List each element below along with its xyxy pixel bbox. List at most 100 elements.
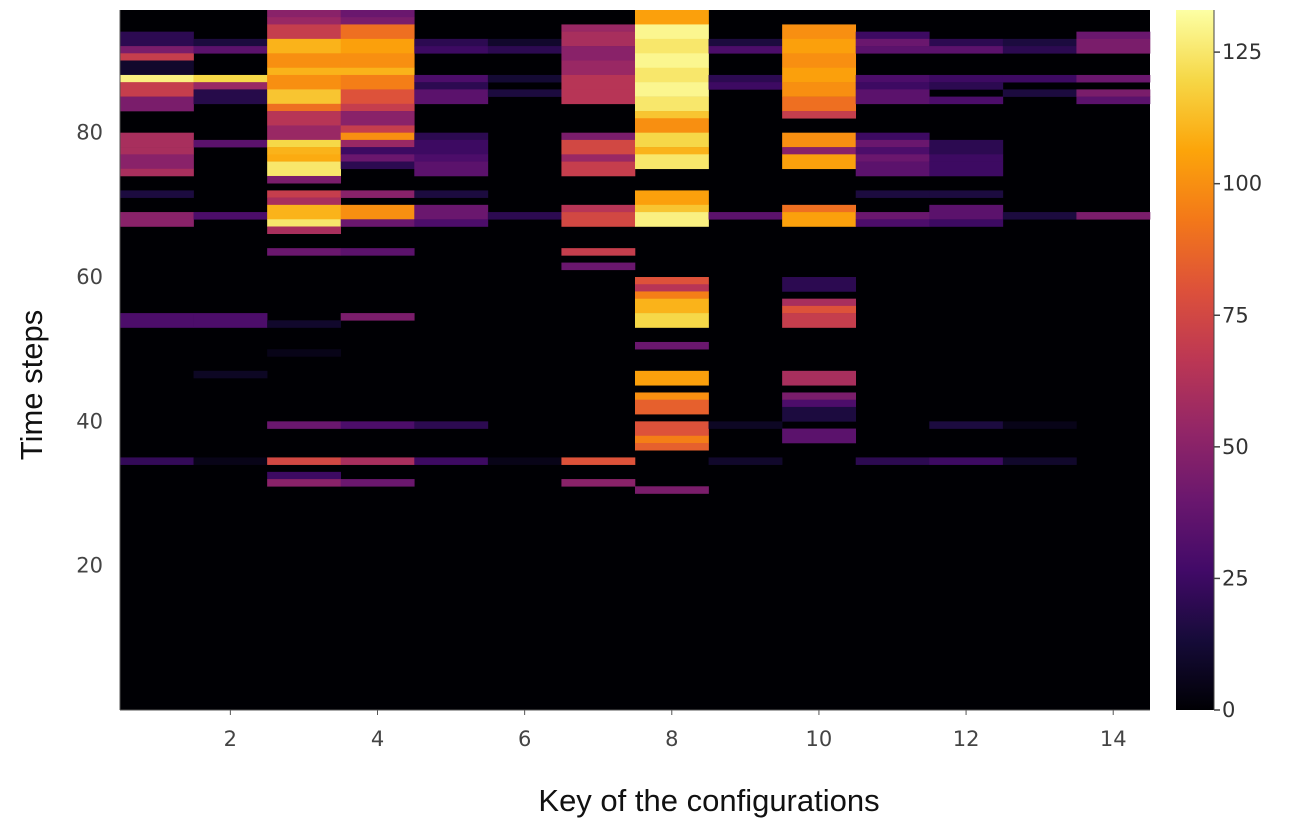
heatmap-cell-5-1: [414, 46, 489, 54]
heatmap-cell-10-13: [782, 298, 857, 307]
heatmap-cell-1-12: [120, 212, 194, 227]
heatmap-cell-10-2: [782, 53, 857, 69]
heatmap-cell-13-6: [1002, 457, 1077, 465]
heatmap-cell-10-11: [782, 212, 857, 227]
heatmap-cell-9-4: [708, 212, 783, 220]
heatmap-cell-3-26: [267, 471, 342, 480]
heatmap-cell-4-22: [340, 457, 415, 465]
heatmap-cell-11-3: [855, 74, 930, 83]
heatmap-cell-10-16: [782, 370, 857, 386]
heatmap-cell-2-3: [193, 82, 268, 90]
colorbar-tick-label-75: 75: [1222, 303, 1249, 327]
heatmap-cell-8-7: [635, 111, 709, 119]
colorbar-axis: 0 25 50 75 100 125: [1213, 10, 1262, 722]
heatmap-cell-2-8: [193, 370, 268, 379]
heatmap-cell-10-8: [782, 147, 857, 155]
heatmap-cell-1-13: [120, 313, 194, 328]
heatmap-cell-9-6: [708, 457, 783, 465]
heatmap-cell-5-3: [414, 82, 489, 90]
heatmap-cell-12-3: [929, 82, 1004, 90]
heatmap-cell-3-11: [267, 139, 342, 148]
heatmap-cell-4-5: [340, 67, 415, 76]
heatmap-cell-12-7: [929, 161, 1004, 177]
heatmap-cell-3-19: [267, 219, 342, 227]
x-tick-label-4: 4: [371, 727, 384, 751]
heatmap-cell-4-18: [340, 219, 415, 227]
heatmap-cell-8-23: [635, 399, 709, 415]
heatmap-cell-5-4: [414, 89, 489, 105]
heatmap-cell-11-8: [855, 147, 930, 155]
heatmap-cell-13-3: [1002, 89, 1077, 97]
heatmap-cell-7-9: [561, 161, 636, 177]
heatmap-cell-10-19: [782, 406, 857, 422]
heatmap-cell-10-5: [782, 96, 857, 112]
x-tick-label-2: 2: [224, 727, 237, 751]
heatmap-cell-8-11: [635, 154, 709, 170]
heatmap-cell-1-11: [120, 190, 194, 198]
heatmap-cell-3-18: [267, 204, 342, 220]
heatmap-cell-4-10: [340, 125, 415, 133]
heatmap-cell-7-1: [561, 31, 636, 47]
heatmap-cell-5-13: [414, 457, 489, 465]
heatmap-cell-3-20: [267, 226, 342, 235]
heatmap-cell-13-2: [1002, 74, 1077, 83]
heatmap-cell-12-2: [929, 74, 1004, 83]
heatmap-cell-3-8: [267, 103, 342, 112]
heatmap-cell-2-0: [193, 38, 268, 47]
heatmap-cell-5-5: [414, 132, 489, 141]
heatmap-cell-8-22: [635, 392, 709, 400]
heatmap-cell-12-0: [929, 38, 1004, 47]
heatmap-cell-10-1: [782, 38, 857, 54]
x-tick-label-10: 10: [806, 727, 833, 751]
heatmap-cell-3-17: [267, 197, 342, 206]
heatmap-cell-10-10: [782, 204, 857, 213]
heatmap-cells: [120, 10, 1151, 494]
heatmap-cell-8-16: [635, 284, 709, 292]
heatmap-cell-8-2: [635, 38, 709, 54]
heatmap-cell-4-14: [340, 154, 415, 162]
heatmap-cell-7-0: [561, 24, 636, 32]
heatmap-cell-2-4: [193, 89, 268, 105]
heatmap-cell-1-10: [120, 168, 194, 177]
heatmap-cell-1-9: [120, 154, 194, 170]
heatmap-cell-5-12: [414, 421, 489, 429]
heatmap-cell-12-1: [929, 46, 1004, 54]
heatmap-cell-2-1: [193, 46, 268, 54]
heatmap-cell-4-20: [340, 313, 415, 321]
heatmap-cell-13-5: [1002, 421, 1077, 429]
y-axis: 20 40 60 80: [76, 10, 121, 710]
heatmap-cell-10-18: [782, 399, 857, 408]
heatmap-cell-10-4: [782, 82, 857, 97]
x-axis: 2 4 6 8 10 12 14: [120, 709, 1150, 751]
heatmap-cell-7-13: [561, 262, 636, 271]
heatmap-cell-4-9: [340, 111, 415, 126]
heatmap-cell-3-23: [267, 349, 342, 357]
heatmap-cell-4-23: [340, 479, 415, 487]
heatmap-cell-5-2: [414, 74, 489, 83]
heatmap-cell-6-3: [487, 89, 562, 97]
heatmap-cell-8-5: [635, 82, 709, 97]
heatmap-cell-7-2: [561, 46, 636, 61]
heatmap-cell-4-8: [340, 103, 415, 112]
heatmap-cell-8-25: [635, 435, 709, 444]
heatmap-cell-6-2: [487, 74, 562, 83]
heatmap-cell-11-13: [855, 219, 930, 227]
heatmap-cell-3-4: [267, 53, 342, 69]
heatmap-cell-12-8: [929, 190, 1004, 198]
heatmap-cell-13-4: [1002, 212, 1077, 220]
heatmap-cell-6-5: [487, 457, 562, 465]
colorbar: [1176, 10, 1214, 710]
heatmap-cell-9-3: [708, 82, 783, 90]
heatmap-cell-11-0: [855, 31, 930, 40]
heatmap-cell-3-22: [267, 320, 342, 328]
heatmap-cell-3-2: [267, 24, 342, 40]
heatmap-cell-9-0: [708, 38, 783, 47]
heatmap-cell-5-9: [414, 190, 489, 198]
heatmap-cell-3-1: [267, 17, 342, 25]
heatmap-cell-8-9: [635, 132, 709, 148]
y-tick-label-80: 80: [76, 121, 103, 145]
heatmap-cell-8-15: [635, 277, 709, 285]
heatmap-cell-7-11: [561, 212, 636, 227]
heatmap-cell-4-11: [340, 132, 415, 141]
